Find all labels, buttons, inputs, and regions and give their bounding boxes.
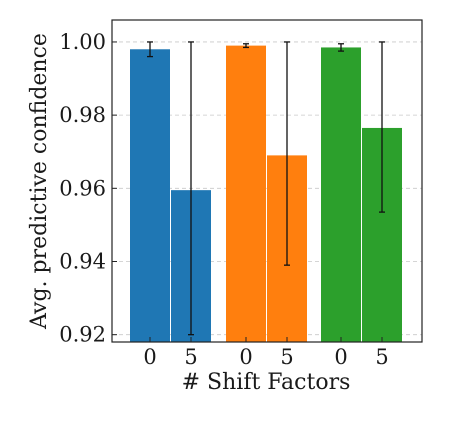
y-tick-label: 0.92 [59,323,106,347]
y-tick-label: 0.94 [59,250,106,274]
x-tick-label: 5 [375,345,388,369]
x-tick-label: 0 [239,345,252,369]
y-axis-ticks: 0.92 0.94 0.96 0.98 1.00 [59,30,117,347]
bar [226,45,266,342]
y-tick-label: 0.98 [59,103,106,127]
bars [130,45,402,343]
error-bars [147,41,385,336]
x-tick-label: 5 [280,345,293,369]
x-axis-ticks: 0 5 0 5 0 5 [143,337,389,369]
y-axis-label: Avg. predictive confidence [27,33,52,330]
x-tick-label: 0 [143,345,156,369]
bar [130,49,170,342]
y-tick-label: 1.00 [59,30,106,54]
x-tick-label: 5 [184,345,197,369]
bar [321,47,361,343]
y-tick-label: 0.96 [59,176,106,200]
plot-frame [111,19,423,343]
x-tick-label: 0 [334,345,347,369]
x-axis-label: # Shift Factors [182,370,351,395]
